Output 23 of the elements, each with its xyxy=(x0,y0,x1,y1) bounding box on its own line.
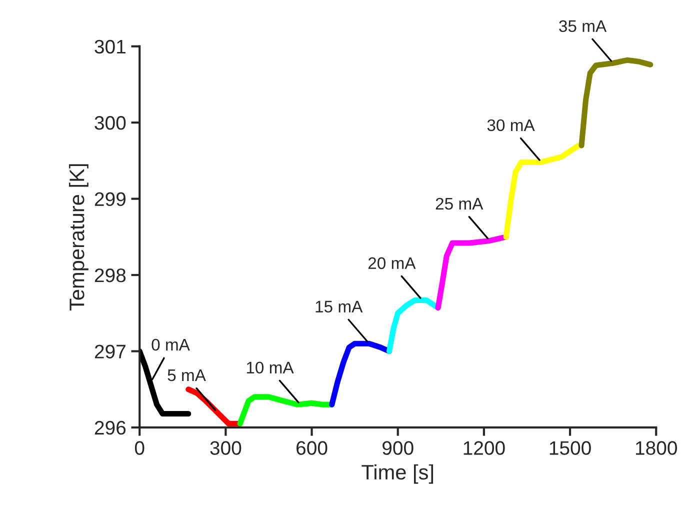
annotation: 35 mA xyxy=(559,20,607,32)
y-tick-label: 301 xyxy=(94,40,126,54)
annotation: 10 mA xyxy=(246,362,294,374)
y-tick-label: 298 xyxy=(94,268,126,282)
y-tick-label: 296 xyxy=(94,420,126,435)
annotation: 20 mA xyxy=(368,257,416,270)
x-tick-label: 600 xyxy=(296,441,328,455)
x-tick-label: 0 xyxy=(134,441,144,455)
y-tick-label: 297 xyxy=(94,344,126,358)
y-tick-label: 300 xyxy=(94,116,126,130)
annotation: 15 mA xyxy=(316,300,363,313)
y-tick-label: 299 xyxy=(94,192,126,206)
annotation: 0 mA xyxy=(152,338,190,351)
annotation: 25 mA xyxy=(436,198,484,210)
annotation: 5 mA xyxy=(168,370,206,382)
x-axis-title: Time [s] xyxy=(362,464,434,484)
x-tick-label: 1500 xyxy=(550,441,591,455)
x-tick-label: 300 xyxy=(210,441,242,455)
x-tick-label: 900 xyxy=(382,441,414,455)
x-tick-label: 1800 xyxy=(636,441,677,455)
y-axis-title: Temperature [K] xyxy=(68,164,88,311)
x-tick-label: 1200 xyxy=(464,441,505,455)
annotation: 30 mA xyxy=(487,119,535,132)
